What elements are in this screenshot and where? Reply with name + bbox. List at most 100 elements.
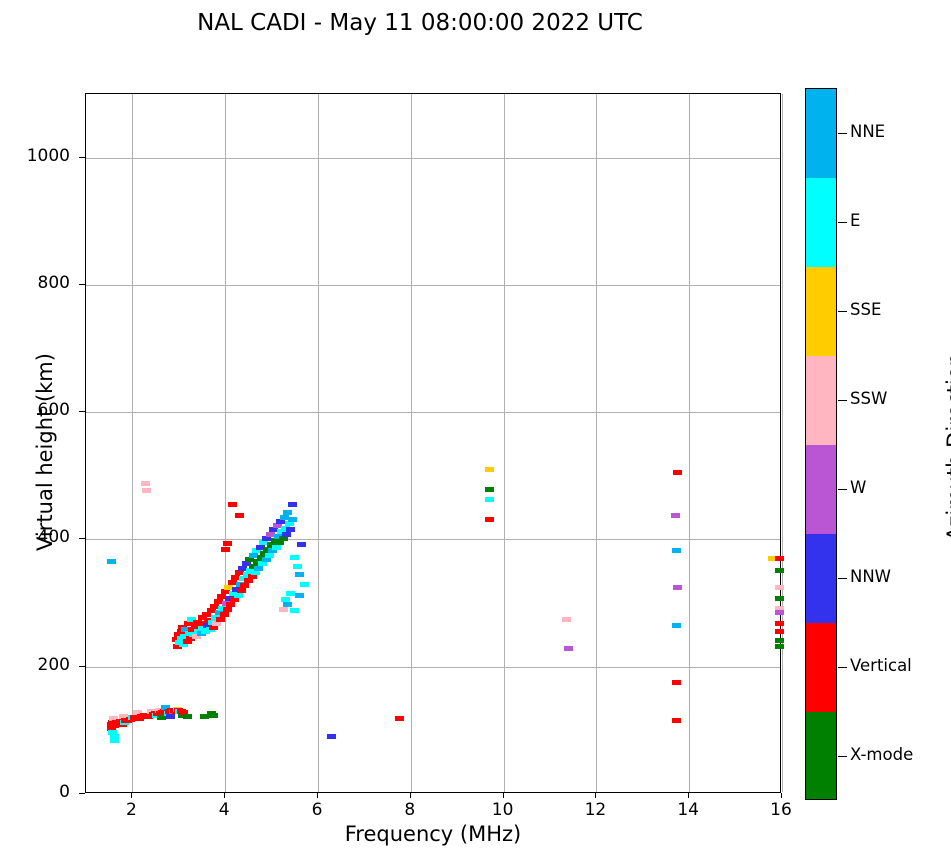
- y-tick-mark: [79, 411, 85, 413]
- echo-mark: [140, 480, 150, 486]
- echo-mark: [272, 522, 282, 528]
- echo-mark: [262, 535, 272, 541]
- echo-mark: [110, 738, 120, 744]
- echo-mark: [229, 597, 239, 603]
- echo-mark: [213, 599, 223, 605]
- echo-mark: [485, 516, 495, 522]
- colorbar-segment-x-mode: [806, 712, 836, 799]
- colorbar-segment-ssw: [806, 356, 836, 445]
- echo-mark: [226, 601, 236, 607]
- y-tick-mark: [79, 665, 85, 667]
- echo-mark: [775, 610, 785, 616]
- echo-mark: [216, 616, 226, 622]
- x-tick-label: 16: [770, 800, 792, 820]
- echo-mark: [229, 591, 239, 597]
- echo-mark: [775, 556, 785, 562]
- colorbar-label-sse: SSE: [850, 299, 882, 319]
- gridline-vertical: [782, 94, 783, 792]
- echo-mark: [240, 582, 250, 588]
- gridline-horizontal: [86, 284, 780, 286]
- echo-mark: [147, 708, 157, 714]
- colorbar-tick-mark: [838, 666, 847, 669]
- echo-mark: [198, 626, 208, 632]
- echo-mark: [174, 632, 184, 638]
- echo-mark: [270, 538, 280, 544]
- echo-mark: [185, 635, 195, 641]
- echo-mark: [278, 606, 288, 612]
- colorbar-segment-nne: [806, 89, 836, 178]
- echo-mark: [327, 734, 337, 740]
- echo-mark: [221, 600, 231, 606]
- echo-mark: [178, 641, 188, 647]
- colorbar-label-x-mode: X-mode: [850, 744, 914, 764]
- echo-mark: [191, 633, 201, 639]
- colorbar-label-ssw: SSW: [850, 388, 888, 408]
- echo-mark: [394, 716, 404, 722]
- echo-mark: [292, 563, 302, 569]
- x-tick-label: 8: [404, 800, 416, 820]
- echo-mark: [285, 527, 295, 533]
- echo-mark: [206, 608, 216, 614]
- echo-mark: [256, 554, 266, 560]
- echo-mark: [165, 713, 175, 719]
- echo-mark: [179, 633, 189, 639]
- echo-mark: [485, 466, 495, 472]
- echo-mark: [257, 561, 267, 567]
- echo-mark: [178, 712, 187, 718]
- x-tick-mark: [317, 793, 318, 798]
- x-tick-label: 10: [491, 800, 514, 820]
- gridline-horizontal: [86, 412, 780, 414]
- x-tick-label: 12: [584, 800, 607, 820]
- echo-mark: [109, 716, 119, 722]
- echo-mark: [671, 680, 681, 686]
- echo-mark: [260, 550, 270, 556]
- echo-mark: [244, 557, 254, 563]
- colorbar-segment-vertical: [806, 623, 836, 712]
- colorbar-segment-sse: [806, 267, 836, 356]
- echo-mark: [203, 622, 213, 628]
- colorbar-tick-mark: [838, 221, 847, 224]
- echo-mark: [561, 616, 571, 622]
- gridline-vertical: [132, 94, 134, 792]
- echo-mark: [485, 496, 495, 502]
- echo-mark: [184, 631, 194, 637]
- colorbar-tick-mark: [838, 399, 847, 402]
- echo-mark: [227, 501, 237, 507]
- gridline-vertical: [689, 94, 691, 792]
- echo-mark: [269, 527, 279, 533]
- colorbar-label-vertical: Vertical: [850, 655, 912, 675]
- echo-mark: [673, 584, 683, 590]
- echo-mark: [195, 622, 205, 628]
- y-tick-label: 0: [59, 782, 70, 802]
- echo-mark: [233, 592, 243, 598]
- y-tick-label: 200: [37, 654, 70, 675]
- echo-mark: [107, 559, 117, 565]
- echo-mark: [775, 629, 785, 635]
- echo-mark: [249, 563, 259, 569]
- echo-mark: [258, 540, 268, 546]
- x-tick-mark: [502, 793, 504, 798]
- echo-mark: [299, 581, 309, 587]
- echo-mark: [211, 614, 221, 620]
- echo-mark: [182, 713, 192, 719]
- echo-mark: [246, 567, 256, 573]
- echo-mark: [220, 546, 230, 552]
- echo-mark: [212, 620, 222, 626]
- echo-mark: [277, 529, 287, 535]
- echo-mark: [183, 620, 193, 626]
- gridline-horizontal: [86, 157, 780, 159]
- colorbar-tick-mark: [838, 488, 847, 491]
- echo-mark: [283, 601, 293, 607]
- echo-mark: [171, 636, 181, 642]
- echo-mark: [775, 637, 785, 643]
- x-tick-label: 2: [125, 800, 137, 820]
- colorbar-tick-mark: [838, 310, 847, 313]
- echo-mark: [278, 535, 288, 541]
- echo-mark: [264, 552, 274, 558]
- y-tick-label: 800: [37, 272, 70, 293]
- echo-mark: [263, 546, 273, 552]
- echo-mark: [280, 514, 290, 520]
- echo-mark: [176, 629, 186, 635]
- y-tick-mark: [79, 283, 85, 285]
